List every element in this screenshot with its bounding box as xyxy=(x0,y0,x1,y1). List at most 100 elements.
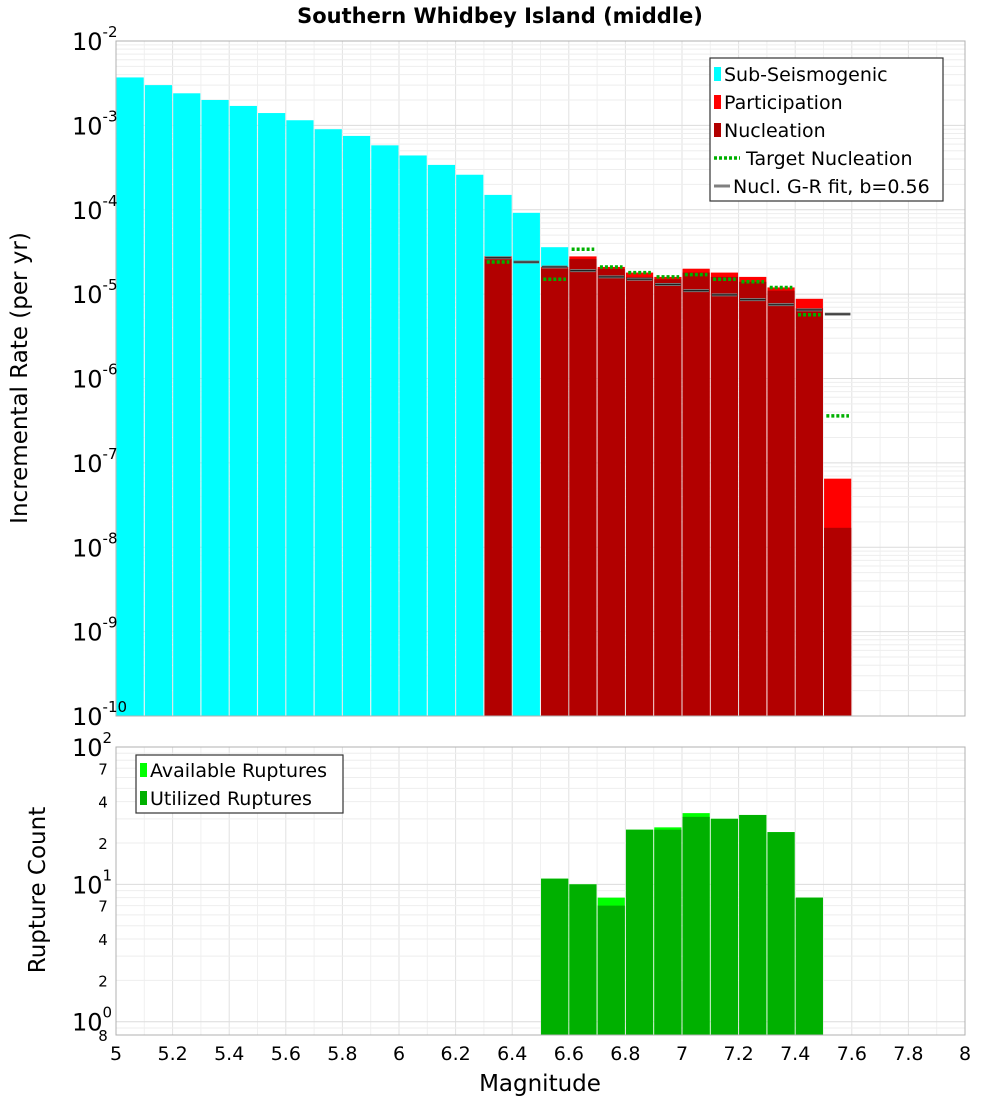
x-tick-label: 6.2 xyxy=(440,1043,470,1065)
sub-seismogenic-bar xyxy=(116,77,144,716)
nucleation-bar xyxy=(541,268,569,716)
top-y-tick-label: 10-3 xyxy=(72,107,118,140)
x-tick-label: 5.6 xyxy=(271,1043,301,1065)
legend-label: Participation xyxy=(724,92,843,114)
nucleation-bar xyxy=(569,259,597,716)
legend-swatch xyxy=(714,123,721,137)
tick-exponent: -10 xyxy=(103,698,128,716)
top-legend: Sub-Seismogenic Participation Nucleation Ta… xyxy=(709,57,944,202)
tick-exponent: -2 xyxy=(103,23,118,41)
nucleation-bar xyxy=(654,279,682,716)
x-ticks: 5 5.2 5.4 5.6 5.8 6 6.2 6.4 6.6 6.8 7 7.2 7.4 7.6 7.8 8 xyxy=(110,1043,971,1065)
top-y-tick-label: 10-5 xyxy=(72,276,118,309)
chart-title: Southern Whidbey Island (middle) xyxy=(297,4,703,28)
bottom-legend-box xyxy=(135,754,344,814)
bottom-y-minor-tick-label: 7 xyxy=(98,898,108,916)
nucleation-bar xyxy=(739,281,767,716)
sub-seismogenic-bar xyxy=(371,145,399,717)
tick-exponent: -9 xyxy=(103,614,118,632)
nucleation-bar xyxy=(682,272,710,716)
legend-label: Nucleation xyxy=(724,120,826,142)
x-tick-label: 6.8 xyxy=(610,1043,640,1065)
legend-label: Target Nucleation xyxy=(745,148,913,170)
tick-exponent: 2 xyxy=(103,729,113,747)
utilized-ruptures-bar xyxy=(767,832,795,1035)
x-tick-label: 7.2 xyxy=(723,1043,753,1065)
bottom-y-minor-tick-label: 8 xyxy=(98,1027,108,1045)
tick-base: 10 xyxy=(72,366,103,394)
bottom-bars xyxy=(541,813,823,1035)
tick-base: 10 xyxy=(72,871,103,899)
bottom-y-minor-tick-label: 4 xyxy=(98,931,108,949)
sub-seismogenic-bar xyxy=(144,85,173,716)
bottom-legend: Available Ruptures Utilized Ruptures xyxy=(135,754,344,814)
nucleation-bar xyxy=(710,276,739,716)
sub-seismogenic-bar xyxy=(399,155,427,716)
utilized-ruptures-bar xyxy=(682,816,710,1035)
top-y-tick-label: 10-10 xyxy=(72,698,127,731)
top-y-tick-label: 10-2 xyxy=(72,23,118,56)
x-tick-label: 6.6 xyxy=(554,1043,584,1065)
utilized-ruptures-bar xyxy=(710,818,739,1035)
tick-exponent: 1 xyxy=(103,866,113,884)
top-y-ticks: 10-210-310-410-510-610-710-810-910-10 xyxy=(72,23,127,731)
nucleation-bar xyxy=(767,290,795,716)
legend-swatch xyxy=(140,791,147,805)
bottom-y-minor-tick-label: 2 xyxy=(98,835,108,853)
tick-base: 10 xyxy=(72,703,103,731)
utilized-ruptures-bar xyxy=(541,878,569,1035)
x-tick-label: 5 xyxy=(110,1043,122,1065)
tick-exponent: -3 xyxy=(103,107,118,125)
nucleation-bar xyxy=(484,259,512,716)
tick-base: 10 xyxy=(72,281,103,309)
sub-seismogenic-bar xyxy=(201,99,229,717)
x-tick-label: 5.8 xyxy=(327,1043,357,1065)
x-tick-label: 6.4 xyxy=(497,1043,527,1065)
utilized-ruptures-bar xyxy=(625,829,654,1035)
legend-swatch xyxy=(714,95,721,109)
legend-label: Sub-Seismogenic xyxy=(724,64,888,86)
bottom-plot-frame xyxy=(115,746,966,1036)
sub-seismogenic-bar xyxy=(258,113,286,716)
legend-swatch xyxy=(714,67,721,81)
tick-base: 10 xyxy=(72,619,103,647)
sub-seismogenic-bar xyxy=(427,164,456,716)
tick-base: 10 xyxy=(72,28,103,56)
nucleation-bar xyxy=(824,527,852,716)
legend-swatch xyxy=(140,763,147,777)
top-bars xyxy=(116,77,852,717)
sub-seismogenic-bar xyxy=(456,174,484,716)
top-y-tick-label: 10-4 xyxy=(72,192,118,225)
bottom-y-major-tick-label: 102 xyxy=(72,729,112,762)
bottom-y-minor-tick-label: 4 xyxy=(98,794,108,812)
x-tick-label: 7 xyxy=(676,1043,688,1065)
x-tick-label: 5.2 xyxy=(157,1043,187,1065)
x-tick-label: 7.8 xyxy=(893,1043,923,1065)
tick-base: 10 xyxy=(72,450,103,478)
top-y-tick-label: 10-7 xyxy=(72,445,118,478)
legend-label: Utilized Ruptures xyxy=(150,788,312,810)
tick-base: 10 xyxy=(72,197,103,225)
x-tick-label: 6 xyxy=(393,1043,405,1065)
top-y-tick-label: 10-6 xyxy=(72,361,118,394)
legend-label: Nucl. G-R fit, b=0.56 xyxy=(733,176,930,198)
tick-exponent: 0 xyxy=(103,1004,113,1022)
bottom-y-major-tick-label: 100 xyxy=(72,1004,112,1037)
top-y-axis-label: Incremental Rate (per yr) xyxy=(7,232,33,524)
bottom-y-axis-label: Rupture Count xyxy=(25,807,51,973)
sub-seismogenic-bar xyxy=(314,129,342,717)
x-tick-label: 5.4 xyxy=(214,1043,244,1065)
bottom-y-minor-tick-label: 7 xyxy=(98,760,108,778)
x-axis-label: Magnitude xyxy=(479,1071,601,1097)
top-y-tick-label: 10-9 xyxy=(72,614,118,647)
tick-exponent: -6 xyxy=(103,361,118,379)
tick-base: 10 xyxy=(72,734,103,762)
tick-base: 10 xyxy=(72,112,103,140)
gr-fit-lines xyxy=(485,256,851,316)
sub-seismogenic-bar xyxy=(173,93,201,716)
tick-exponent: -7 xyxy=(103,445,118,463)
nucleation-bar xyxy=(625,276,654,716)
